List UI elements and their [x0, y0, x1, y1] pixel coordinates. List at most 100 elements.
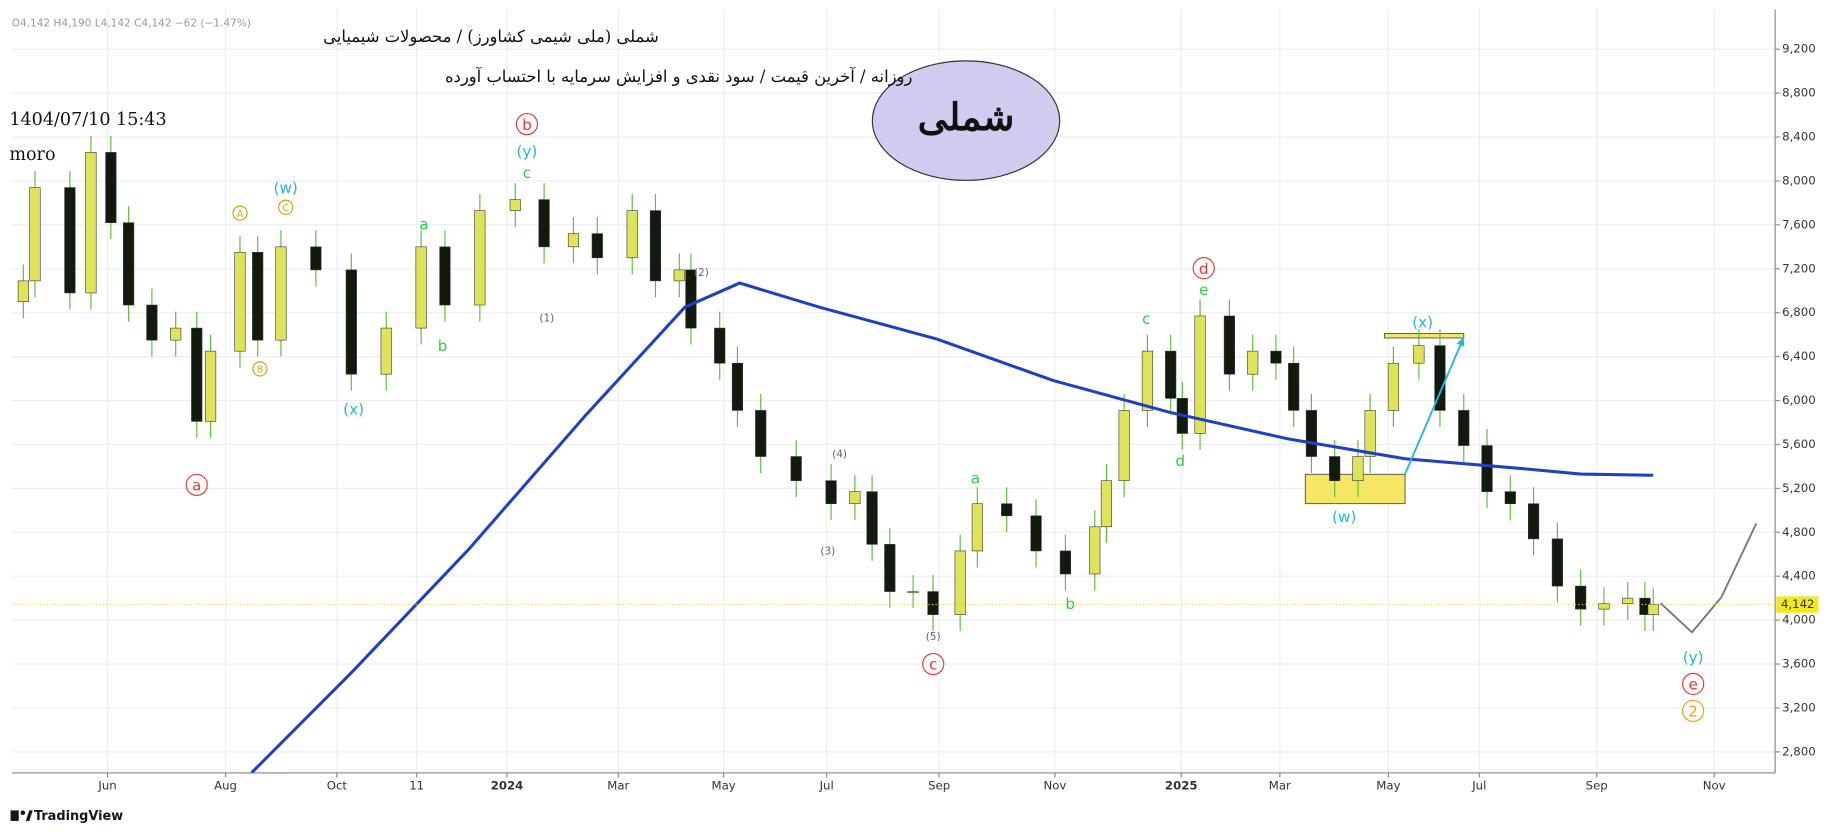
candle-body: [345, 269, 357, 375]
y-tick-label: 3,200: [1782, 700, 1816, 714]
candle-body: [567, 233, 580, 248]
wave-circle: [922, 652, 945, 676]
chart-subtitle: روزانه / آخرین قیمت / سود نقدی و افزایش …: [445, 66, 912, 86]
wave-label: (3): [820, 546, 835, 558]
candle-body: [234, 252, 246, 352]
line: [1659, 523, 1758, 634]
candle-body: [866, 491, 878, 545]
candle-body: [1622, 597, 1634, 604]
candle-body: [907, 591, 919, 594]
candle-body: [310, 246, 322, 271]
candle-body: [1223, 315, 1235, 375]
y-tick-label: 6,800: [1782, 305, 1816, 319]
y-tick-label: 8,400: [1782, 130, 1816, 144]
candle-body: [275, 246, 287, 341]
candle-body: [252, 252, 264, 341]
wave-label: 2: [1688, 703, 1698, 721]
wave-label: b: [522, 116, 532, 134]
wave-circle: [278, 199, 294, 215]
wave-label: b: [438, 337, 448, 355]
price-tag-label: 4,142: [1781, 597, 1815, 611]
candle-body: [1413, 345, 1425, 364]
wave-label: (4): [832, 448, 847, 460]
x-tick-label: Mar: [1269, 778, 1291, 792]
candle-body: [790, 456, 802, 481]
y-tick-label: 6,400: [1782, 349, 1816, 363]
chart-title: شملی (ملی شیمی کشاورز) / محصولات شیمیایی: [323, 27, 659, 46]
candle-body: [755, 410, 767, 457]
x-tick-label: May: [712, 778, 736, 792]
timestamp: 1404/07/10 15:43: [9, 110, 166, 130]
candle-body: [29, 187, 41, 282]
ohlc-line: O4,142 H4,190 L4,142 C4,142 −62 (−1.47%): [12, 17, 251, 29]
candle-body: [927, 591, 939, 615]
y-tick-label: 9,200: [1782, 42, 1816, 56]
wave-label: A: [237, 209, 244, 220]
candle-body: [146, 304, 158, 341]
candle-body: [1288, 362, 1300, 411]
wave-label: a: [971, 469, 980, 487]
y-tick-label: 5,200: [1782, 481, 1816, 495]
candle-body: [1030, 515, 1042, 552]
candle-body: [191, 327, 203, 422]
wave-label: d: [1199, 260, 1209, 278]
candle-body: [825, 480, 837, 505]
wave-label: e: [1199, 281, 1208, 299]
line: [250, 281, 1654, 773]
x-tick-label: 11: [409, 778, 424, 792]
candle-body: [1089, 526, 1101, 575]
badge-ellipse: [871, 60, 1061, 181]
candle-body: [1247, 350, 1259, 375]
wave-label: (2): [694, 267, 709, 279]
wave-label: a: [192, 477, 201, 495]
candle-body: [1598, 603, 1610, 610]
candle-body: [673, 269, 685, 282]
y-tick-label: 8,000: [1782, 173, 1816, 187]
wave-label: (y): [516, 143, 537, 161]
candle-body: [1001, 503, 1013, 517]
wave-circle: [515, 113, 539, 136]
candle-body: [1194, 315, 1206, 434]
x-tick-label: Jul: [1471, 778, 1486, 792]
wave-label: (x): [1412, 314, 1433, 332]
wave-circle: [1682, 672, 1705, 696]
candle-body: [1528, 503, 1540, 540]
x-tick-label: Aug: [214, 778, 237, 792]
wave-label: d: [1175, 452, 1185, 470]
x-tick-label: Oct: [327, 778, 348, 792]
wave-circle: [185, 473, 208, 496]
candle-body: [971, 503, 983, 552]
price-tag: [1776, 596, 1819, 613]
candle-body: [415, 246, 427, 329]
candle-body: [1504, 491, 1516, 505]
wave-circle: [1682, 699, 1705, 722]
y-tick-label: 8,800: [1782, 86, 1816, 100]
x-tick-label: Sep: [928, 778, 950, 792]
candle-body: [1387, 362, 1399, 411]
line: [1404, 336, 1465, 475]
x-tick-label: Sep: [1586, 778, 1608, 792]
candle-body: [538, 199, 550, 248]
candle-body: [714, 327, 726, 364]
x-tick-label: Nov: [1703, 778, 1726, 792]
wave-circle: [232, 205, 248, 221]
wave-label: C: [282, 203, 289, 214]
candle-body: [731, 362, 744, 411]
y-tick-label: 5,600: [1782, 437, 1816, 451]
candle-body: [439, 246, 451, 306]
candle-body: [509, 199, 521, 211]
candle-body: [849, 491, 861, 505]
x-tick-label: Jun: [97, 778, 116, 792]
candle-body: [1352, 456, 1364, 481]
wave-label: (5): [926, 631, 941, 643]
y-tick-label: 7,200: [1782, 261, 1816, 275]
highlight-box: [1384, 333, 1465, 339]
candle-body: [1059, 550, 1071, 575]
candle-body: [1141, 350, 1153, 411]
wave-label: b: [1065, 595, 1075, 613]
wave-circle: [252, 361, 268, 377]
wave-label: c: [1142, 310, 1150, 328]
y-tick-label: 4,000: [1782, 613, 1816, 627]
candle-body: [85, 152, 97, 294]
